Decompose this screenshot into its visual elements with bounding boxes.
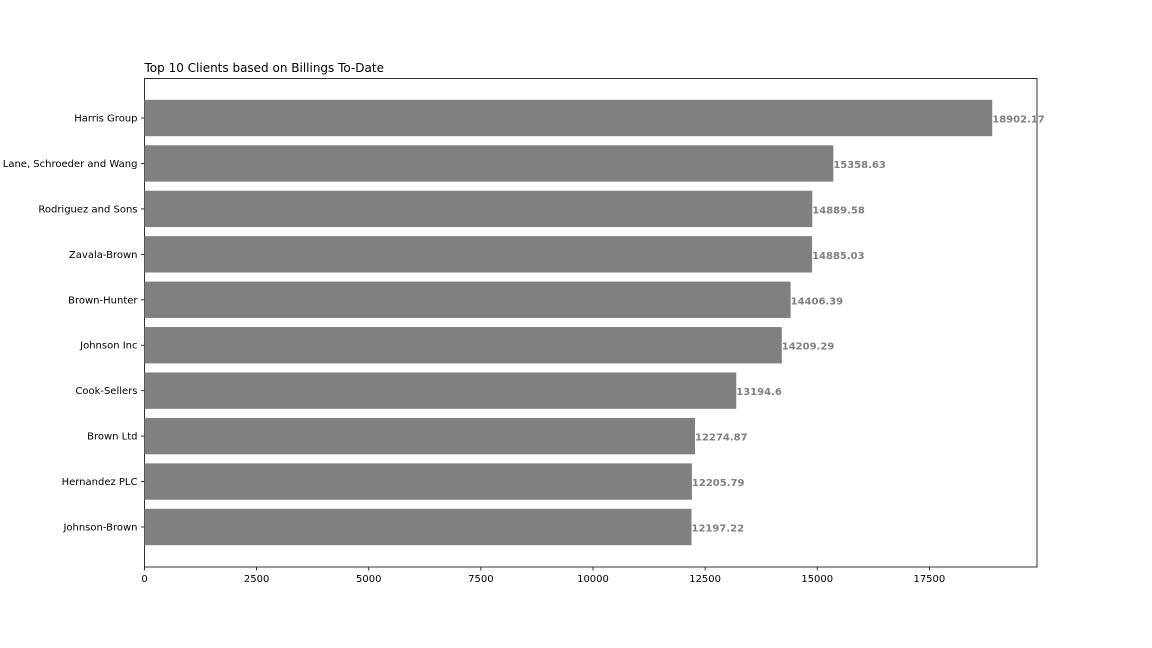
- category-label: Zavala-Brown: [69, 250, 138, 261]
- bar: [144, 417, 696, 455]
- x-tick-label: 12500: [689, 574, 721, 585]
- value-label: 12205.79: [692, 478, 745, 489]
- value-label: 12197.22: [692, 524, 745, 535]
- bars: [144, 99, 993, 546]
- category-label: Johnson-Brown: [62, 523, 137, 534]
- value-label: 12274.87: [695, 433, 748, 444]
- category-label: Rodriguez and Sons: [38, 204, 137, 215]
- value-label: 14406.39: [791, 296, 844, 307]
- bar: [144, 372, 737, 409]
- category-label: Lane, Schroeder and Wang: [3, 159, 138, 170]
- x-axis: 0 2500 5000 7500 10000 12500 15000 17500: [141, 567, 945, 585]
- bar: [144, 327, 782, 364]
- x-tick-label: 17500: [913, 574, 945, 585]
- category-label: Johnson Inc: [79, 341, 137, 352]
- x-tick-label: 2500: [244, 574, 269, 585]
- bar: [144, 508, 692, 546]
- bar: [144, 463, 692, 500]
- x-tick-label: 0: [141, 574, 147, 585]
- bar: [144, 145, 834, 182]
- value-label: 14889.58: [812, 205, 865, 216]
- bar: [144, 281, 791, 318]
- x-tick-label: 7500: [468, 574, 493, 585]
- category-label: Brown-Hunter: [68, 295, 138, 306]
- category-labels: Harris Group Lane, Schroeder and Wang Rodr…: [3, 114, 145, 534]
- bar: [144, 99, 993, 137]
- x-tick-label: 10000: [577, 574, 609, 585]
- bar: [144, 190, 813, 228]
- category-label: Brown Ltd: [87, 432, 137, 443]
- plot-area: [144, 78, 1038, 568]
- x-tick-label: 5000: [356, 574, 381, 585]
- bar: [144, 236, 813, 273]
- chart-title: Top 10 Clients based on Billings To-Date: [144, 61, 384, 75]
- value-label: 13194.6: [736, 387, 782, 398]
- value-label: 15358.63: [833, 160, 886, 171]
- value-labels: 18902.17 15358.63 14889.58 14885.03 14406.39…: [692, 115, 1045, 535]
- category-label: Cook-Sellers: [75, 386, 137, 397]
- x-tick-label: 15000: [801, 574, 833, 585]
- category-label: Hernandez PLC: [62, 477, 138, 488]
- value-label: 14885.03: [812, 251, 865, 262]
- category-label: Harris Group: [74, 114, 137, 125]
- value-label: 14209.29: [782, 342, 835, 353]
- value-label: 18902.17: [992, 115, 1045, 126]
